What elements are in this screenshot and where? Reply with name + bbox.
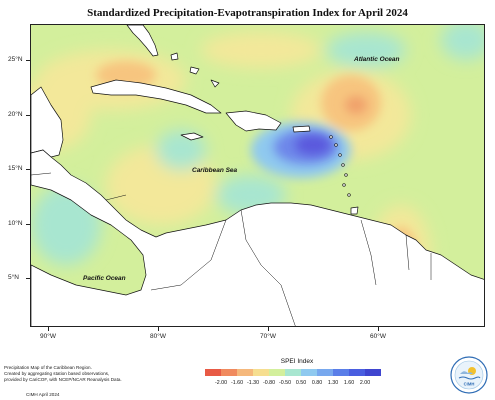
land-island bbox=[344, 173, 348, 177]
land-hispaniola bbox=[225, 110, 282, 132]
footnote-line: provided by CariCOF, with NCEP/NCAR Rean… bbox=[4, 377, 122, 382]
legend-swatch bbox=[221, 369, 238, 376]
border-line bbox=[31, 172, 52, 176]
land-cuba bbox=[90, 79, 222, 114]
legend-tick-label: 0.80 bbox=[311, 380, 323, 386]
legend-tick-label: -0.50 bbox=[278, 380, 292, 386]
logo-cloud bbox=[460, 371, 473, 374]
lat-tick bbox=[26, 169, 30, 170]
footnote-line: Precipitation Map of the Caribbean Regio… bbox=[4, 365, 92, 370]
legend-tick-label: 2.00 bbox=[359, 380, 371, 386]
legend-tick-label: 0.50 bbox=[295, 380, 307, 386]
lat-label: 20°N bbox=[8, 111, 23, 118]
land-island bbox=[329, 135, 333, 139]
land-bahamas bbox=[170, 52, 179, 61]
lat-tick bbox=[26, 60, 30, 61]
wet-anomaly bbox=[156, 130, 206, 170]
land-island bbox=[338, 153, 342, 157]
legend-swatch bbox=[333, 369, 350, 376]
legend-tick-label: 1.30 bbox=[327, 380, 339, 386]
legend-tick-label: 1.60 bbox=[343, 380, 355, 386]
legend-swatch bbox=[301, 369, 318, 376]
lon-label: 60°W bbox=[370, 333, 386, 340]
legend-swatch bbox=[365, 369, 381, 376]
footnote-credit: CIMH April 2024 bbox=[26, 392, 60, 397]
map-footnote: Precipitation Map of the Caribbean Regio… bbox=[4, 365, 154, 397]
lat-label: 15°N bbox=[8, 165, 23, 172]
land-bahamas bbox=[189, 66, 200, 75]
map-canvas bbox=[31, 25, 484, 326]
legend-swatch bbox=[253, 369, 270, 376]
lon-tick bbox=[48, 327, 49, 331]
legend-tick-label: -1.30 bbox=[246, 380, 260, 386]
legend-colorbar bbox=[205, 369, 381, 376]
dry-anomaly bbox=[201, 32, 321, 68]
wet-anomaly bbox=[441, 25, 484, 60]
logo-wave bbox=[458, 376, 481, 380]
dry-anomaly bbox=[345, 96, 367, 114]
logo-inner bbox=[454, 360, 484, 390]
lat-tick bbox=[26, 278, 30, 279]
legend-swatch bbox=[317, 369, 334, 376]
lon-label: 90°W bbox=[40, 333, 56, 340]
legend-tick-label: -0.80 bbox=[262, 380, 276, 386]
caribbean-sea-label: Caribbean Sea bbox=[192, 167, 238, 174]
land-island bbox=[347, 193, 351, 197]
border-line bbox=[360, 219, 377, 286]
lat-tick bbox=[26, 115, 30, 116]
land-mainland bbox=[31, 149, 484, 326]
legend-title: SPEI Index bbox=[280, 358, 314, 365]
land-island bbox=[334, 143, 338, 147]
wet-anomaly bbox=[326, 32, 406, 68]
cimh-logo-icon: CIMH bbox=[450, 356, 488, 394]
legend-tick-label: -2.00 bbox=[214, 380, 228, 386]
lon-label: 70°W bbox=[260, 333, 276, 340]
atlantic-ocean-label: Atlantic Ocean bbox=[354, 56, 400, 63]
lat-label: 10°N bbox=[8, 220, 23, 227]
land-island bbox=[342, 183, 346, 187]
land-bahamas bbox=[210, 79, 220, 88]
land-puerto-rico bbox=[292, 125, 311, 133]
spei-map: Atlantic Ocean Caribbean Sea Pacific Oce… bbox=[30, 24, 485, 327]
legend-tick-label: -1.60 bbox=[230, 380, 244, 386]
land-trinidad bbox=[350, 206, 359, 215]
border-line bbox=[105, 194, 127, 201]
land-island bbox=[341, 163, 345, 167]
logo-text: CIMH bbox=[464, 382, 475, 387]
lat-label: 25°N bbox=[8, 56, 23, 63]
land-jamaica bbox=[180, 132, 204, 141]
legend-swatch bbox=[349, 369, 366, 376]
lat-tick bbox=[26, 224, 30, 225]
legend-swatch bbox=[269, 369, 286, 376]
footnote-line: Created by aggregating station based obs… bbox=[4, 371, 110, 376]
border-line bbox=[240, 209, 296, 326]
pacific-ocean-label: Pacific Ocean bbox=[83, 275, 126, 282]
lon-tick bbox=[268, 327, 269, 331]
legend-tick-labels: -2.00 -1.60 -1.30 -0.80 -0.50 0.50 0.80 1.30 1.6… bbox=[200, 380, 386, 388]
lon-tick bbox=[378, 327, 379, 331]
lon-label: 80°W bbox=[150, 333, 166, 340]
legend-swatch bbox=[285, 369, 302, 376]
border-line bbox=[150, 219, 227, 291]
border-line bbox=[405, 234, 410, 271]
map-title: Standardized Precipitation-Evapotranspir… bbox=[87, 7, 408, 19]
land-florida bbox=[126, 25, 159, 57]
lat-label: 5°N bbox=[8, 274, 19, 281]
lon-tick bbox=[158, 327, 159, 331]
legend-swatch bbox=[237, 369, 254, 376]
legend-swatch bbox=[205, 369, 222, 376]
wet-anomaly bbox=[295, 135, 331, 155]
